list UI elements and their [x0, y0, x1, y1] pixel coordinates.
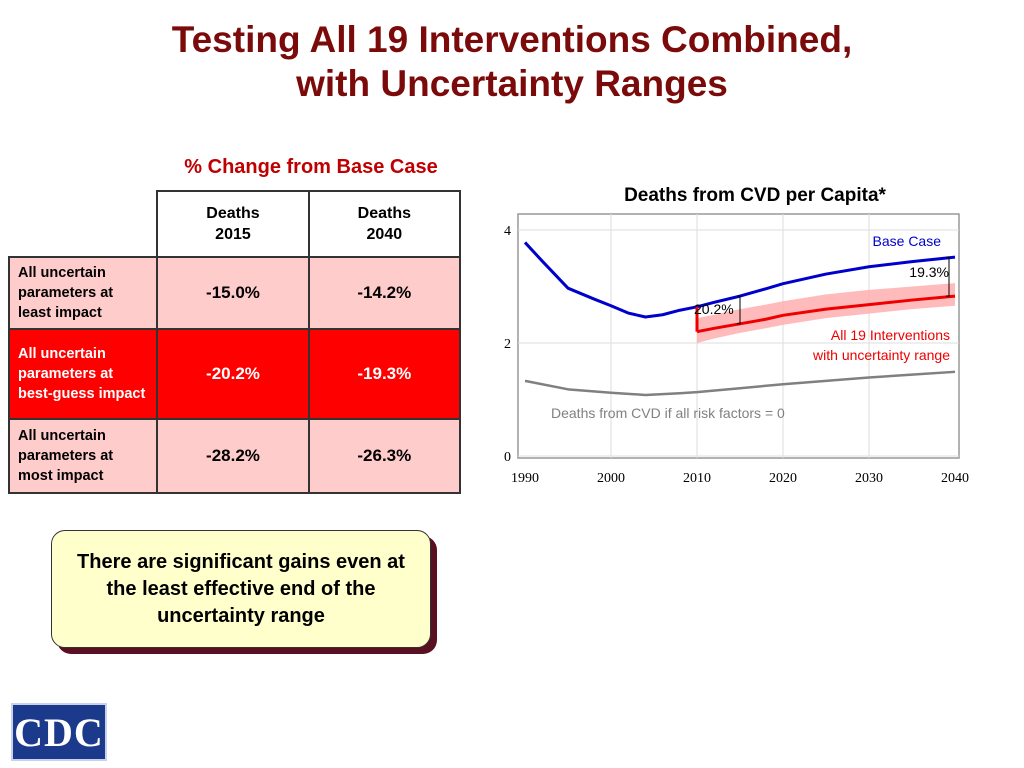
cdc-logo-text: CDC	[14, 709, 104, 755]
callout-box: There are significant gains even at the …	[51, 530, 431, 648]
row-label: All uncertain parameters at most impact	[7, 418, 159, 494]
interventions-label-line2: with uncertainty range	[812, 347, 950, 363]
cell-value-2040: -26.3%	[307, 418, 462, 494]
table-heading: % Change from Base Case	[184, 156, 438, 178]
gridlines	[518, 214, 959, 458]
table-corner-cell	[9, 191, 159, 258]
base-case-line	[523, 241, 956, 319]
x-tick-label: 2040	[941, 471, 969, 486]
column-header-line1: Deaths	[206, 205, 260, 222]
bracket-2040	[946, 256, 950, 297]
column-header-line2: 2040	[366, 226, 403, 243]
table-row-least-impact: All uncertain parameters at least impact…	[7, 256, 462, 330]
row-label: All uncertain parameters at least impact	[7, 256, 159, 330]
interventions-label-line1: All 19 Interventions	[831, 327, 950, 343]
base-case-label: Base Case	[873, 233, 942, 249]
callout-text: There are significant gains even at the …	[77, 550, 405, 627]
cvd-deaths-chart: 1990 2000 2010 2020 2030 2040 0 2 4 Base Case 19.…	[504, 213, 969, 486]
risk-factors-zero-label: Deaths from CVD if all risk factors = 0	[551, 405, 785, 421]
plot-frame	[517, 213, 960, 459]
table-row-most-impact: All uncertain parameters at most impact …	[7, 418, 462, 494]
gap-2015-label: 20.2%	[694, 301, 734, 317]
x-tick-label: 1990	[511, 471, 539, 486]
y-tick-label: 4	[504, 224, 511, 239]
risk-factors-zero-line	[524, 370, 956, 397]
column-header-deaths-2015: Deaths 2015	[156, 190, 310, 258]
uncertainty-band	[697, 283, 955, 343]
series-lines	[523, 241, 956, 397]
percent-change-table: Deaths 2015 Deaths 2040 All uncertain pa…	[7, 190, 462, 494]
bracket-2015	[737, 295, 741, 325]
cell-value-2015: -28.2%	[156, 418, 310, 494]
uncertainty-range-band	[697, 283, 955, 343]
cell-value-2015: -15.0%	[156, 256, 310, 330]
axis-ticks: 1990 2000 2010 2020 2030 2040 0 2 4	[504, 224, 969, 486]
y-tick-label: 2	[504, 337, 511, 352]
column-header-line2: 2015	[215, 226, 251, 243]
interventions-line	[696, 294, 956, 334]
x-tick-label: 2010	[683, 471, 711, 486]
row-label: All uncertain parameters at best-guess i…	[7, 328, 159, 420]
column-header-line1: Deaths	[357, 205, 411, 222]
x-tick-label: 2020	[769, 471, 797, 486]
cell-value-2040: -19.3%	[307, 328, 462, 420]
page-title-line2: with Uncertainty Ranges	[296, 63, 728, 104]
page-title-line1: Testing All 19 Interventions Combined,	[171, 19, 853, 60]
cdc-logo: CDC	[11, 703, 107, 761]
cell-value-2015: -20.2%	[156, 328, 310, 420]
annotations: Base Case 19.3% 20.2% All 19 Interventions w…	[551, 233, 950, 421]
column-header-deaths-2040: Deaths 2040	[307, 190, 462, 258]
table-header-row: Deaths 2015 Deaths 2040	[9, 190, 462, 258]
chart-title: Deaths from CVD per Capita*	[624, 185, 886, 206]
x-tick-label: 2000	[597, 471, 625, 486]
x-tick-label: 2030	[855, 471, 883, 486]
y-tick-label: 0	[504, 450, 511, 465]
gap-2040-label: 19.3%	[909, 264, 949, 280]
cell-value-2040: -14.2%	[307, 256, 462, 330]
table-row-best-guess: All uncertain parameters at best-guess i…	[7, 328, 462, 420]
page-title: Testing All 19 Interventions Combined, w…	[0, 18, 1024, 106]
